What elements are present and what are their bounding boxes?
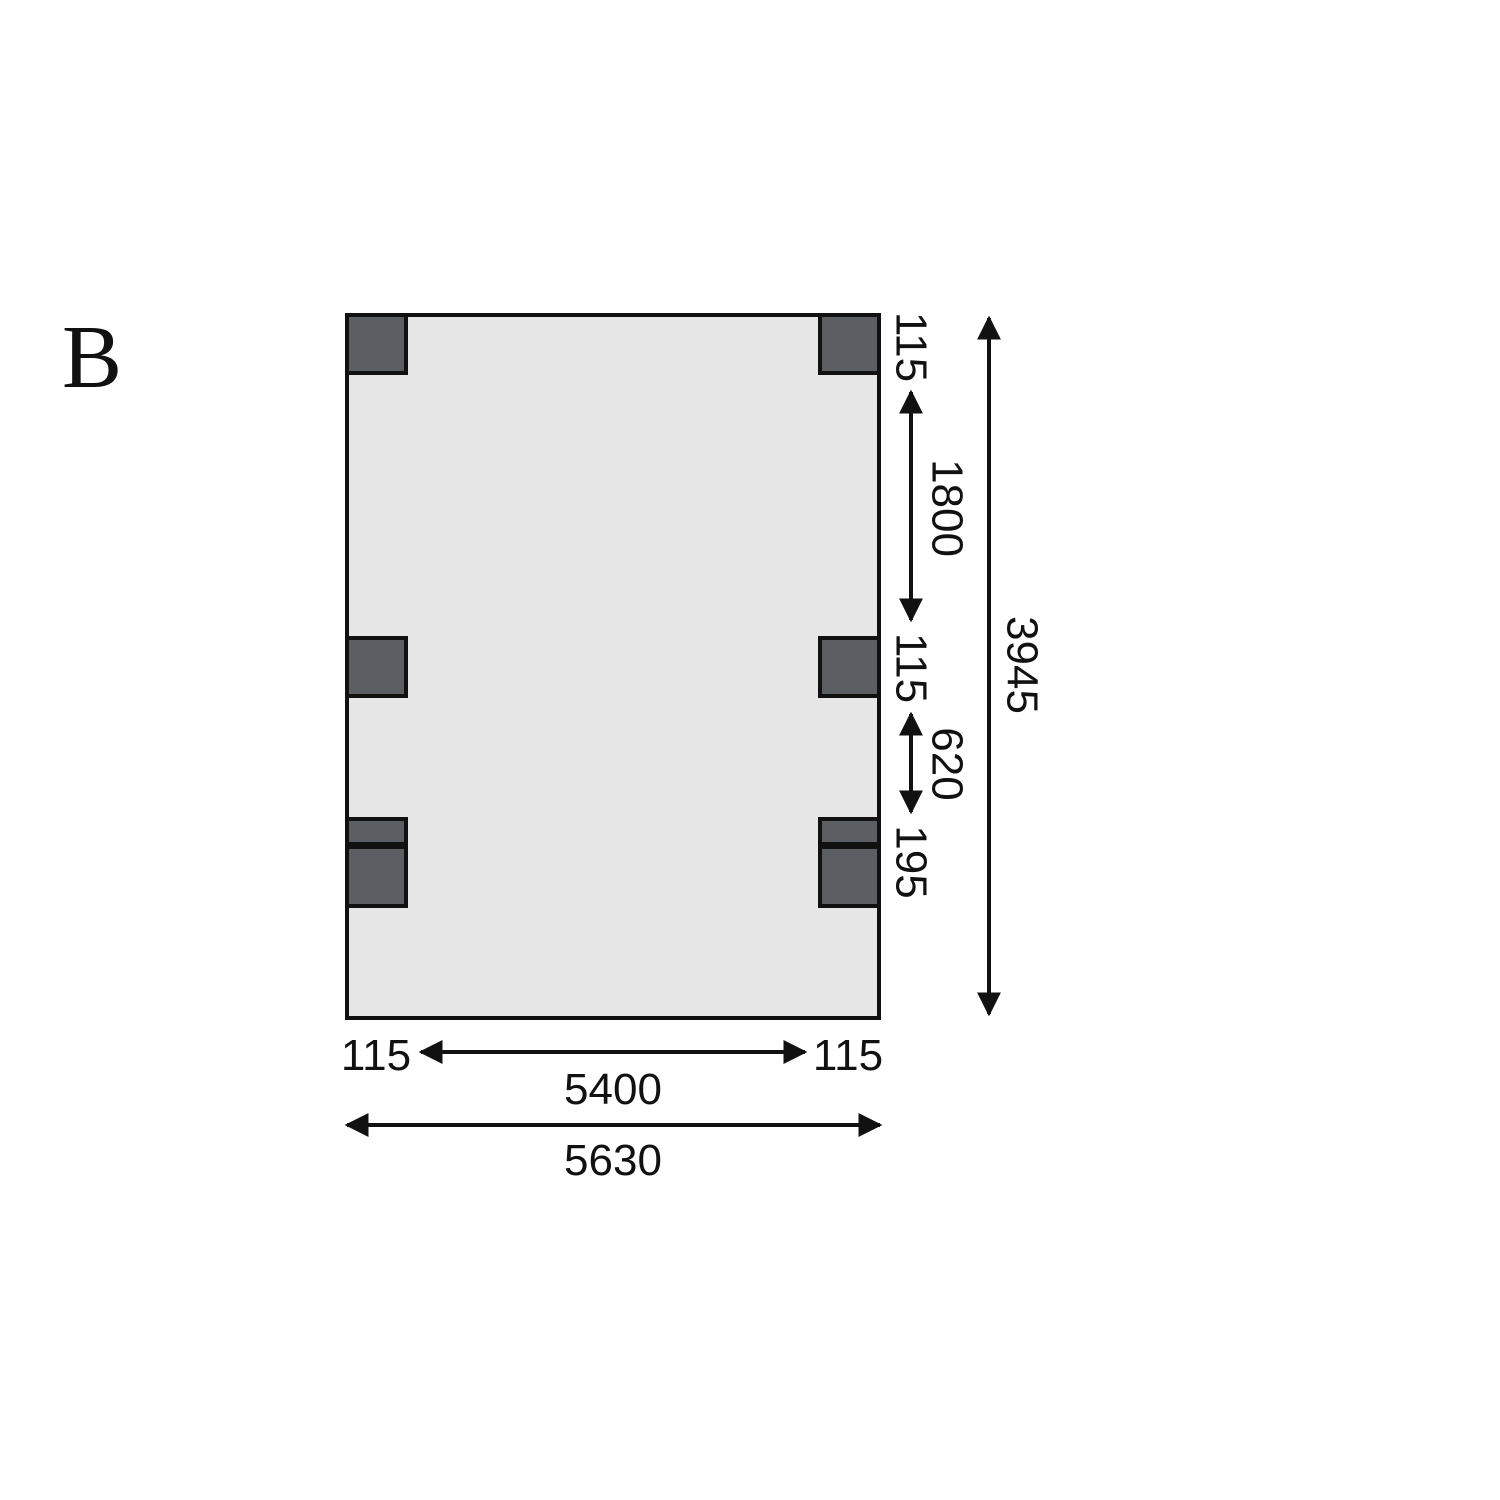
post-top-right	[818, 313, 881, 375]
label-total-depth: 3945	[998, 616, 1047, 714]
label-post-lower: 195	[887, 825, 936, 898]
post-lower-left-upper	[345, 817, 408, 846]
post-lower-right-upper	[818, 817, 881, 846]
label-gap-2: 620	[923, 727, 972, 800]
variant-label: B	[62, 308, 122, 407]
label-side-left: 115	[341, 1031, 411, 1080]
post-middle-left	[345, 636, 408, 698]
post-lower-right	[818, 845, 881, 908]
label-total-width: 5630	[564, 1136, 662, 1185]
label-inner-width: 5400	[564, 1065, 662, 1114]
label-side-right: 115	[813, 1031, 883, 1080]
label-post-middle: 115	[887, 633, 936, 703]
floor-outline	[345, 313, 881, 1020]
post-lower-left	[345, 845, 408, 908]
post-middle-right	[818, 636, 881, 698]
label-gap-1: 1800	[923, 459, 972, 557]
label-post-top: 115	[887, 312, 936, 382]
post-top-left	[345, 313, 408, 375]
